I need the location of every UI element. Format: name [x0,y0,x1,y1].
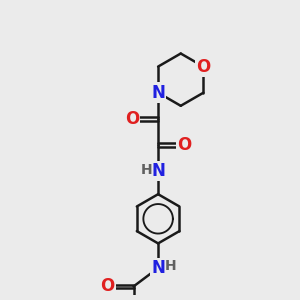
Text: H: H [141,163,152,177]
Text: O: O [100,278,115,296]
Text: N: N [151,162,165,180]
Text: O: O [125,110,139,128]
Text: H: H [165,260,177,274]
Text: N: N [151,84,165,102]
Text: O: O [177,136,191,154]
Text: N: N [151,259,165,277]
Text: O: O [196,58,211,76]
